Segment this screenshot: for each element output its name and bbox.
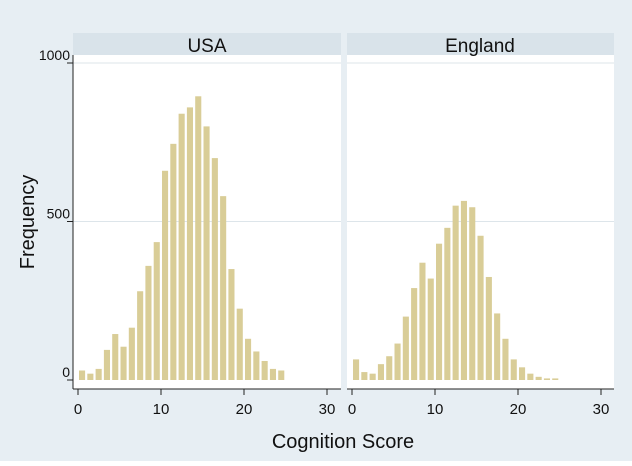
panel-usa-header <box>73 33 341 55</box>
bar-usa <box>112 334 119 380</box>
bar-usa <box>137 291 144 380</box>
bar-england <box>394 343 401 380</box>
panel-usa-title: USA <box>187 36 226 57</box>
bar-england <box>460 200 467 380</box>
bar-england <box>519 367 526 380</box>
bar-england <box>377 364 384 380</box>
bar-usa <box>120 346 127 380</box>
bar-england <box>369 373 376 380</box>
bar-england <box>535 376 542 380</box>
bar-usa <box>236 308 243 380</box>
bar-usa <box>195 96 202 380</box>
bar-usa <box>278 370 285 380</box>
y-ticks: 0 500 1000 <box>39 47 73 381</box>
panel-england-title: England <box>445 36 515 57</box>
y-tick-label: 1000 <box>39 47 70 63</box>
x-tick-label: 0 <box>348 401 356 418</box>
bar-usa <box>103 349 110 380</box>
y-tick-label: 500 <box>47 206 71 222</box>
x-tick-label: 10 <box>427 401 444 418</box>
bar-usa <box>178 113 185 380</box>
bar-england <box>494 313 501 380</box>
bar-england <box>419 262 426 380</box>
x-ticks: 0 10 20 30 0 10 20 30 <box>74 389 610 418</box>
bars-usa <box>79 96 285 381</box>
bar-england <box>527 373 534 380</box>
bar-england <box>436 243 443 380</box>
bar-england <box>353 359 360 380</box>
bar-england <box>552 378 559 380</box>
bar-usa <box>162 170 169 380</box>
bar-usa <box>145 265 152 380</box>
bar-usa <box>253 351 260 380</box>
panel-england-header <box>347 33 614 55</box>
bar-england <box>543 378 550 380</box>
bar-usa <box>220 196 227 380</box>
bar-usa <box>153 242 160 380</box>
bar-usa <box>269 368 276 380</box>
bars-england <box>353 200 559 380</box>
x-tick-label: 10 <box>153 401 170 418</box>
bar-england <box>427 278 434 380</box>
bar-usa <box>95 368 102 380</box>
bar-usa <box>261 360 268 380</box>
bar-england <box>386 356 393 380</box>
bar-england <box>402 316 409 380</box>
bar-england <box>444 227 451 380</box>
bar-england <box>361 372 368 380</box>
y-tick-label: 0 <box>62 364 70 380</box>
bar-england <box>502 338 509 380</box>
x-tick-label: 20 <box>236 401 253 418</box>
x-tick-label: 20 <box>510 401 527 418</box>
bar-usa <box>186 107 193 380</box>
bar-england <box>477 235 484 380</box>
bar-england <box>452 205 459 380</box>
bar-usa <box>211 158 218 380</box>
bar-england <box>510 359 517 380</box>
x-axis-label: Cognition Score <box>272 431 414 453</box>
bar-usa <box>79 370 86 380</box>
bar-usa <box>203 126 210 381</box>
bar-usa <box>170 143 177 380</box>
bar-england <box>469 207 476 380</box>
x-tick-label: 30 <box>319 401 336 418</box>
bar-usa <box>228 269 235 380</box>
x-tick-label: 30 <box>593 401 610 418</box>
bar-england <box>411 288 418 380</box>
bar-usa <box>245 338 252 380</box>
bar-usa <box>87 373 94 380</box>
bar-usa <box>128 327 135 380</box>
y-axis-label: Frequency <box>17 175 39 270</box>
x-tick-label: 0 <box>74 401 82 418</box>
bar-england <box>485 276 492 380</box>
